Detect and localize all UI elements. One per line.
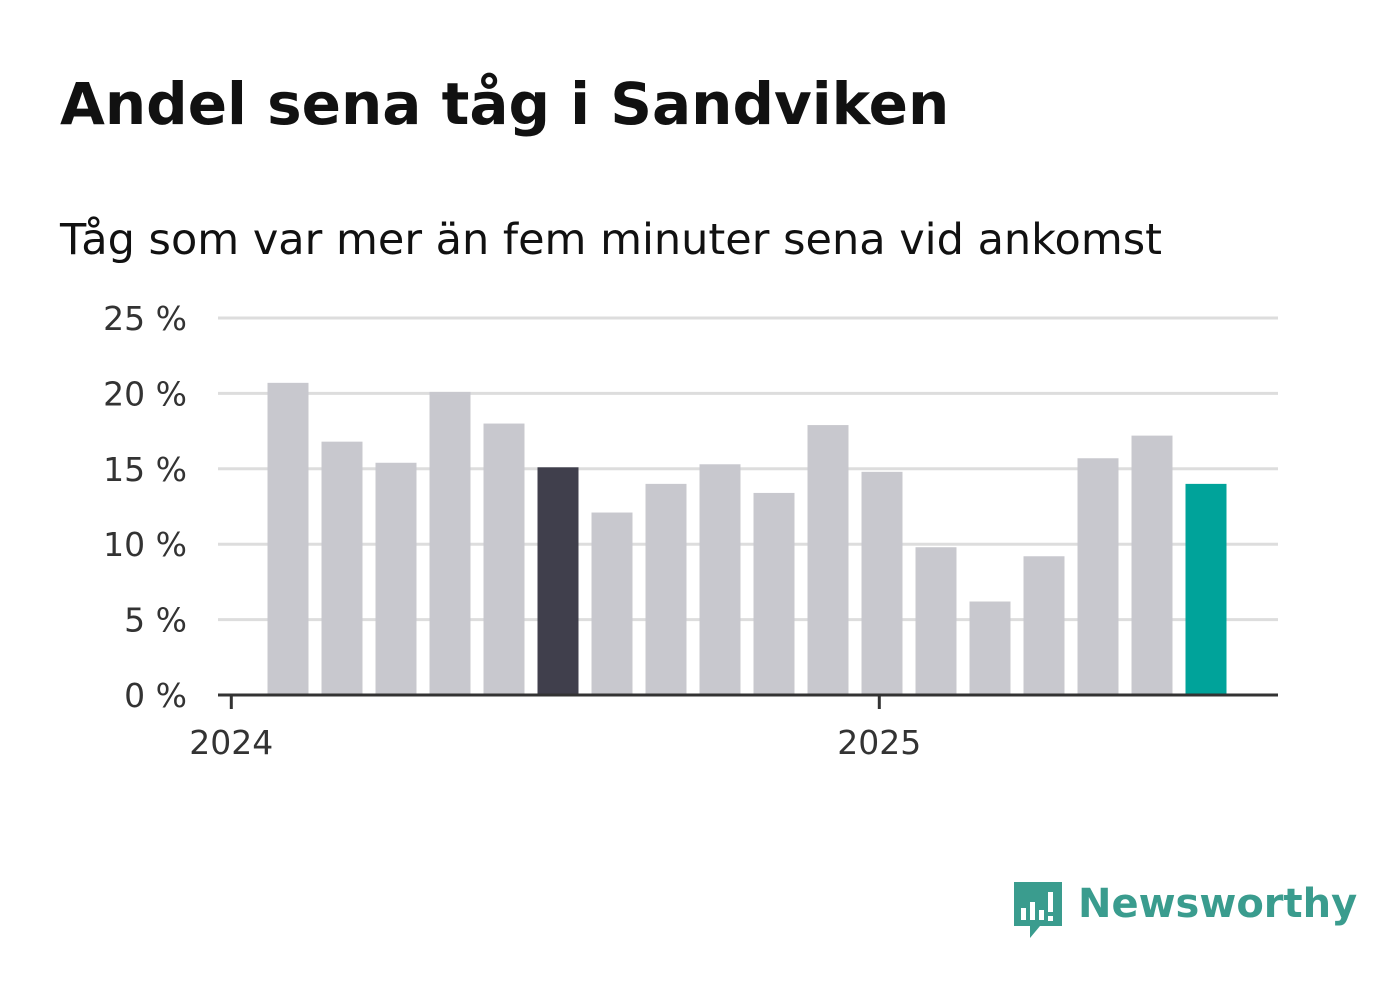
newsworthy-logo-text: Newsworthy xyxy=(1078,881,1358,927)
bar xyxy=(429,391,471,695)
bar xyxy=(861,471,903,695)
y-tick-label: 5 % xyxy=(124,601,187,640)
bar xyxy=(375,462,417,695)
x-tick-label: 2024 xyxy=(189,723,273,762)
bar xyxy=(699,464,741,695)
bar xyxy=(645,483,687,695)
bar xyxy=(1023,556,1065,695)
bar xyxy=(1131,435,1173,695)
newsworthy-logo-icon xyxy=(1014,882,1062,938)
bar xyxy=(1077,458,1119,695)
newsworthy-logo: Newsworthy xyxy=(1010,878,1357,942)
bar xyxy=(915,547,957,695)
bar xyxy=(1185,483,1227,695)
y-tick-label: 10 % xyxy=(103,525,187,564)
bar xyxy=(591,512,633,695)
chart-title: Andel sena tåg i Sandviken xyxy=(60,70,950,138)
bar xyxy=(267,382,309,695)
bar xyxy=(321,441,363,695)
y-tick-label: 25 % xyxy=(103,299,187,338)
bar xyxy=(807,425,849,695)
chart-subtitle: Tåg som var mer än fem minuter sena vid … xyxy=(60,215,1163,265)
bar xyxy=(483,423,525,695)
bar xyxy=(969,601,1011,695)
bar xyxy=(537,467,579,695)
bar xyxy=(753,492,795,695)
x-tick-label: 2025 xyxy=(837,723,921,762)
y-tick-label: 20 % xyxy=(103,374,187,413)
bar-chart: 0 % 5 % 10 % 15 % 20 % 25 % 2024 2025 xyxy=(103,299,1278,762)
y-tick-label: 15 % xyxy=(103,450,187,489)
y-tick-label: 0 % xyxy=(124,676,187,715)
